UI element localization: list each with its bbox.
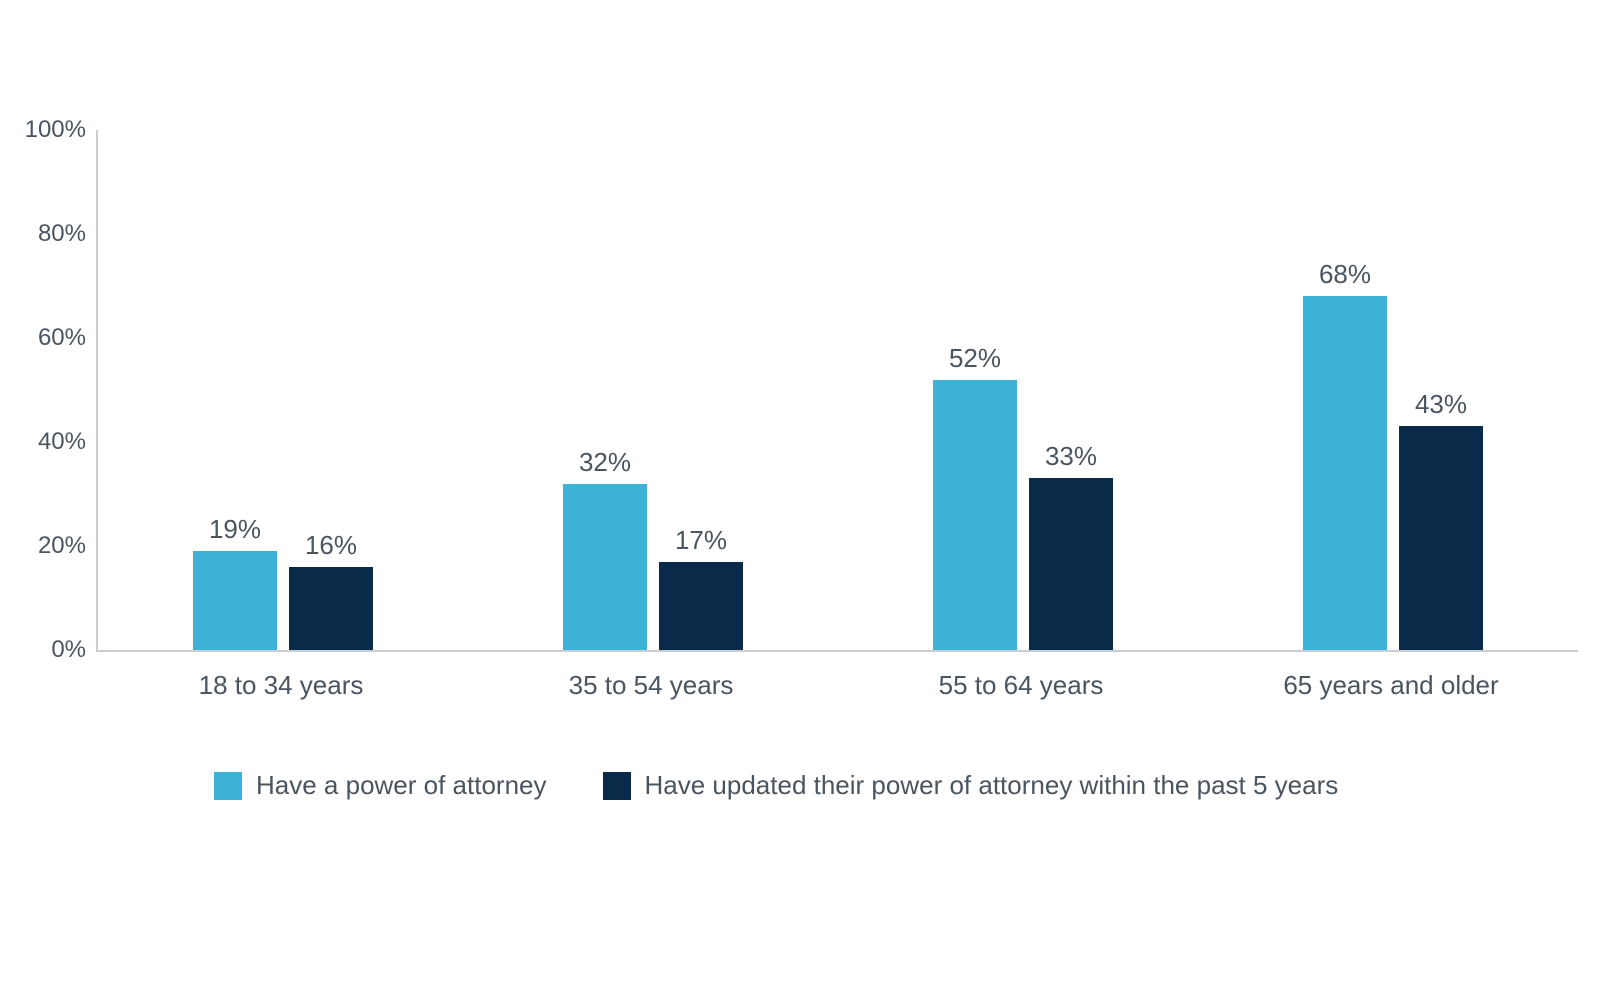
bar-rect [1399,426,1483,650]
bar-group: 68%43% [1208,130,1578,650]
plot-area: 19%16%32%17%52%33%68%43% 0%20%40%60%80%1… [96,130,1578,652]
bar-pair: 68%43% [1208,130,1578,650]
y-tick-label: 0% [51,636,86,664]
bar-rect [1303,296,1387,650]
bar-group: 32%17% [468,130,838,650]
bar-value-label: 68% [1319,259,1371,290]
bar-pair: 32%17% [468,130,838,650]
x-axis-label: 65 years and older [1206,670,1576,701]
y-tick-label: 80% [38,220,86,248]
x-axis-label: 35 to 54 years [466,670,836,701]
bar-groups: 19%16%32%17%52%33%68%43% [98,130,1578,650]
bar: 43% [1399,426,1483,650]
legend-item: Have updated their power of attorney wit… [603,770,1339,801]
bar-rect [1029,478,1113,650]
bar: 17% [659,562,743,650]
y-tick-label: 20% [38,532,86,560]
bar-rect [193,551,277,650]
bar-value-label: 43% [1415,389,1467,420]
legend-item: Have a power of attorney [214,770,547,801]
x-axis-label: 18 to 34 years [96,670,466,701]
bar-rect [289,567,373,650]
bar-rect [563,484,647,650]
x-axis-labels: 18 to 34 years35 to 54 years55 to 64 yea… [96,670,1576,701]
bar-value-label: 52% [949,343,1001,374]
y-tick-label: 100% [25,116,86,144]
bar: 16% [289,567,373,650]
bar-value-label: 32% [579,447,631,478]
legend: Have a power of attorney Have updated the… [214,770,1338,801]
bar-chart: 19%16%32%17%52%33%68%43% 0%20%40%60%80%1… [0,0,1600,981]
y-tick-label: 60% [38,324,86,352]
bar-pair: 19%16% [98,130,468,650]
bar: 68% [1303,296,1387,650]
y-tick-label: 40% [38,428,86,456]
legend-swatch [214,772,242,800]
legend-label: Have updated their power of attorney wit… [645,770,1339,801]
bar-pair: 52%33% [838,130,1208,650]
legend-swatch [603,772,631,800]
bar: 33% [1029,478,1113,650]
bar-value-label: 19% [209,514,261,545]
bar-value-label: 16% [305,530,357,561]
bar-group: 19%16% [98,130,468,650]
legend-label: Have a power of attorney [256,770,547,801]
x-axis-label: 55 to 64 years [836,670,1206,701]
bar-group: 52%33% [838,130,1208,650]
bar-value-label: 33% [1045,441,1097,472]
bar: 32% [563,484,647,650]
bar: 52% [933,380,1017,650]
bar-rect [659,562,743,650]
bar-value-label: 17% [675,525,727,556]
bar: 19% [193,551,277,650]
bar-rect [933,380,1017,650]
